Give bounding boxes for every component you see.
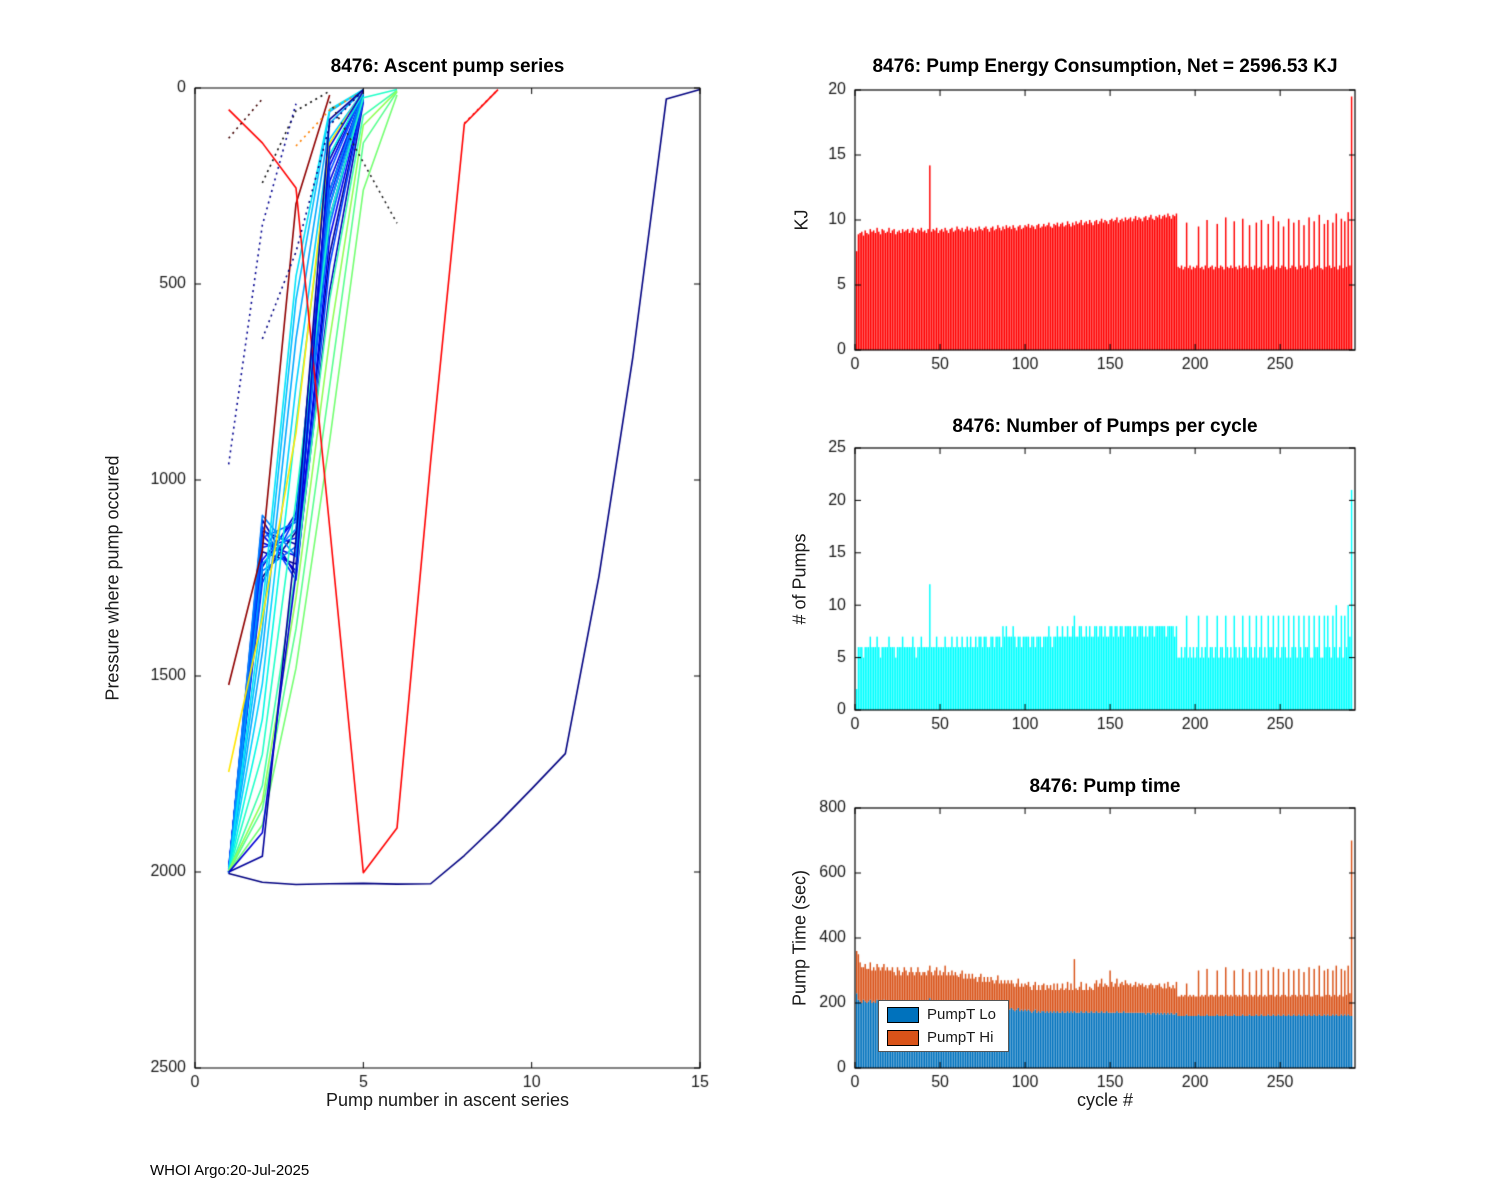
pumpt-hi-label: PumpT Hi <box>927 1029 994 1046</box>
pumpt-lo-label: PumpT Lo <box>927 1006 996 1023</box>
pumpt-lo-swatch <box>887 1006 919 1023</box>
ascent-plot-canvas <box>130 55 750 1115</box>
legend-item-pumpt-lo: PumpT Lo <box>887 1006 996 1023</box>
pumps-plot-canvas <box>790 418 1390 748</box>
legend-item-pumpt-hi: PumpT Hi <box>887 1029 996 1046</box>
pumpt-hi-swatch <box>887 1029 919 1046</box>
pump-time-legend: PumpT Lo PumpT Hi <box>878 1000 1009 1052</box>
energy-plot-canvas <box>790 60 1390 390</box>
ascent-plot-ylabel: Pressure where pump occured <box>102 455 123 701</box>
time-plot-canvas <box>790 778 1390 1108</box>
footer-credit: WHOI Argo:20-Jul-2025 <box>150 1162 310 1179</box>
